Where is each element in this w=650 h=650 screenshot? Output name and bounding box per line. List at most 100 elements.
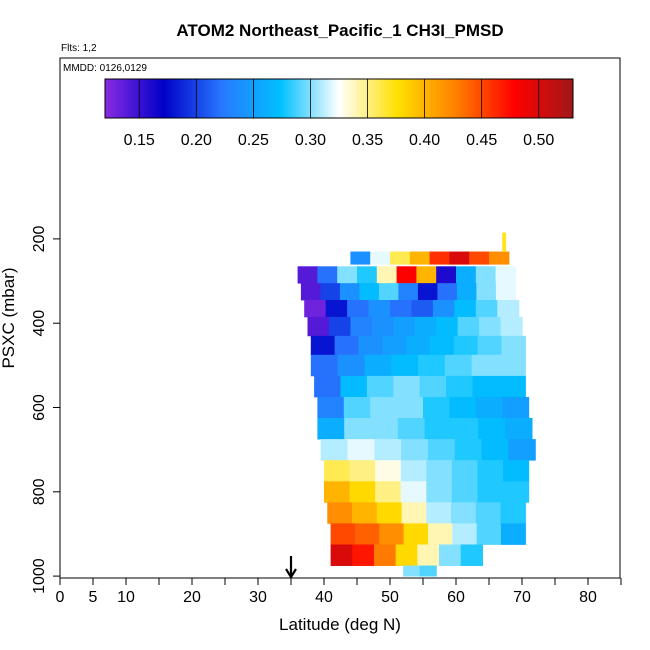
heatmap-cell bbox=[409, 251, 431, 265]
heatmap-cell bbox=[501, 335, 526, 356]
heatmap-cell bbox=[396, 396, 424, 419]
heatmap-cell bbox=[453, 335, 479, 356]
heatmap-cell bbox=[297, 266, 318, 284]
x-tick-label: 40 bbox=[315, 589, 333, 606]
heatmap-cell bbox=[350, 316, 373, 337]
heatmap-cell bbox=[451, 418, 479, 440]
y-tick-label: 200 bbox=[31, 225, 48, 252]
heatmap-cell bbox=[479, 316, 502, 337]
heatmap-cell bbox=[500, 316, 523, 337]
heatmap-cell bbox=[495, 266, 516, 284]
heatmap-cell bbox=[498, 354, 526, 377]
heatmap-cell bbox=[475, 396, 503, 419]
heatmap-cell bbox=[347, 439, 375, 461]
heatmap-cell bbox=[320, 439, 349, 461]
heatmap-cell bbox=[403, 523, 429, 545]
heatmap-cell bbox=[320, 283, 341, 301]
heatmap-cell bbox=[460, 544, 483, 566]
x-tick-label: 30 bbox=[249, 589, 267, 606]
heatmap-cell bbox=[398, 283, 419, 301]
latitude-arrow-marker bbox=[285, 556, 297, 580]
arrow-head bbox=[285, 568, 297, 580]
heatmap-cell bbox=[354, 523, 380, 545]
heatmap-cell bbox=[328, 316, 351, 337]
heatmap-cell bbox=[359, 283, 380, 301]
heatmap-cell bbox=[451, 481, 479, 503]
heatmap-cell bbox=[314, 375, 342, 398]
heatmap-cell bbox=[426, 460, 453, 482]
heatmap-cell bbox=[379, 523, 405, 545]
heatmap-cell bbox=[432, 300, 455, 318]
y-axis: 200 400 600 800 1000 bbox=[31, 225, 60, 594]
heatmap-cell bbox=[334, 335, 360, 356]
heatmap-cell bbox=[456, 266, 477, 284]
heatmap-cell bbox=[376, 502, 403, 524]
heatmap-cell bbox=[317, 396, 345, 419]
heatmap-cell bbox=[502, 232, 507, 252]
heatmap-cell bbox=[390, 251, 411, 265]
colorbar-tick-label: 0.20 bbox=[181, 132, 212, 149]
heatmap-cell bbox=[416, 266, 437, 284]
heatmap-cell bbox=[502, 396, 530, 419]
colorbar bbox=[104, 78, 574, 119]
heatmap-cell bbox=[325, 300, 348, 318]
heatmap-cell bbox=[454, 300, 477, 318]
heatmap-cell bbox=[476, 283, 497, 301]
heatmap-cell bbox=[400, 460, 427, 482]
heatmap-cell bbox=[396, 266, 417, 284]
heatmap-cell bbox=[391, 354, 419, 377]
heatmap-cell bbox=[477, 335, 503, 356]
heatmap-cell bbox=[437, 283, 458, 301]
heatmap-cell bbox=[495, 283, 516, 301]
heatmap-cell bbox=[503, 460, 530, 482]
x-axis-label: Latitude (deg N) bbox=[279, 615, 401, 634]
y-tick-label: 600 bbox=[31, 394, 48, 421]
heatmap-cell bbox=[478, 418, 506, 440]
heatmap-cell bbox=[364, 354, 392, 377]
heatmap-cell bbox=[475, 266, 497, 284]
heatmap-cell bbox=[393, 375, 421, 398]
heatmap-cell bbox=[375, 481, 402, 503]
heatmap-cell bbox=[324, 460, 351, 482]
heatmap-cell bbox=[475, 300, 498, 318]
heatmap-cell bbox=[310, 335, 336, 356]
colorbar-tick-label: 0.50 bbox=[523, 132, 554, 149]
plot-frame bbox=[59, 57, 621, 579]
heatmap-cell bbox=[429, 251, 450, 265]
heatmap-cell bbox=[406, 335, 431, 356]
heatmap-cell bbox=[327, 502, 353, 524]
heatmap-cell bbox=[357, 266, 378, 284]
heatmap-cell bbox=[477, 460, 504, 482]
heatmap-cell bbox=[456, 283, 477, 301]
heatmap-cell bbox=[426, 481, 453, 503]
heatmap-cell bbox=[390, 300, 413, 318]
heatmap-cell bbox=[423, 396, 450, 419]
colorbar-tick-label: 0.35 bbox=[352, 132, 383, 149]
heatmap-cell bbox=[330, 523, 356, 545]
heatmap-cell bbox=[436, 266, 457, 284]
mmdd-label: MMDD: 0126,0129 bbox=[63, 63, 147, 74]
heatmap-cell bbox=[505, 418, 533, 440]
heatmap-cell bbox=[418, 354, 446, 377]
heatmap-cell bbox=[498, 375, 526, 398]
heatmap-cell bbox=[310, 354, 339, 377]
heatmap-cell bbox=[350, 251, 371, 265]
heatmap-cell bbox=[340, 375, 368, 398]
heatmap-cell bbox=[337, 266, 358, 284]
heatmap-cell bbox=[370, 396, 398, 419]
heatmap-cell bbox=[429, 335, 455, 356]
heatmap-cell bbox=[489, 251, 510, 265]
heatmap-cell bbox=[382, 335, 407, 356]
colorbar-tick-label: 0.30 bbox=[295, 132, 326, 149]
colorbar-tick-label: 0.25 bbox=[238, 132, 269, 149]
colorbar-tick-label: 0.45 bbox=[466, 132, 497, 149]
x-tick-label: 60 bbox=[447, 589, 465, 606]
heatmap-cell bbox=[472, 375, 500, 398]
heatmap-cell bbox=[376, 266, 398, 284]
heatmap-cell bbox=[370, 251, 391, 265]
heatmap-cell bbox=[300, 283, 321, 301]
heatmap-cell bbox=[471, 354, 500, 377]
heatmap-cell bbox=[508, 439, 536, 461]
heatmap-cell bbox=[344, 418, 372, 440]
